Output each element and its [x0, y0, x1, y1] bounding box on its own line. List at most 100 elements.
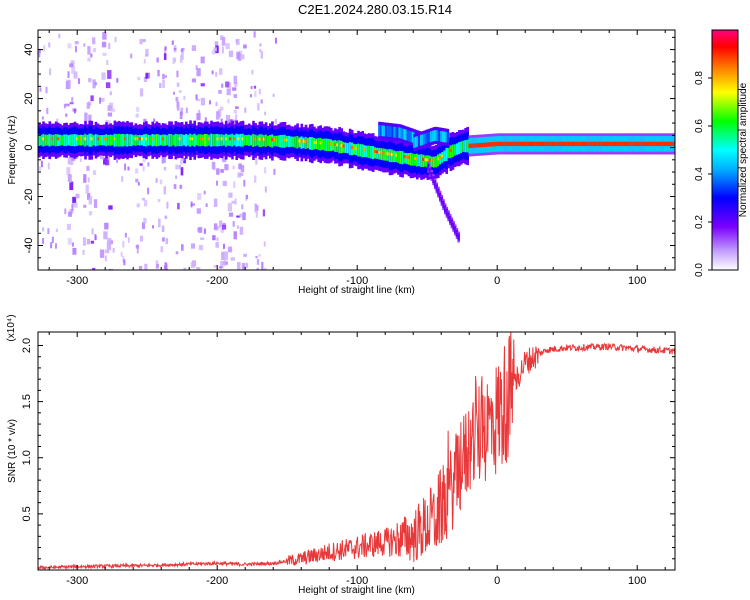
carrier-core: [369, 146, 373, 159]
noise-speckle: [164, 215, 168, 219]
noise-speckle: [249, 94, 252, 98]
noise-speckle: [139, 88, 144, 97]
noise-speckle: [161, 225, 165, 232]
noise-speckle: [157, 69, 160, 77]
carrier-core: [434, 156, 438, 168]
noise-speckle: [245, 262, 248, 268]
carrier-core: [361, 144, 364, 158]
carrier-core: [661, 141, 665, 147]
carrier-band: [38, 120, 675, 243]
branch-cell: [393, 126, 396, 138]
noise-speckle: [246, 194, 249, 199]
carrier-core: [222, 134, 226, 146]
noise-speckle: [71, 154, 76, 161]
noise-speckle: [106, 120, 111, 125]
y-scale-label: (x10⁴): [6, 314, 17, 341]
branch-cell: [383, 125, 386, 137]
noise-speckle: [92, 79, 96, 89]
carrier-core: [489, 142, 493, 147]
noise-speckle: [107, 156, 110, 161]
carrier-core: [451, 144, 455, 158]
noise-speckle: [164, 265, 167, 270]
noise-speckle: [213, 223, 218, 231]
noise-speckle: [88, 211, 93, 216]
noise-speckle: [176, 70, 179, 78]
carrier-core: [344, 142, 348, 153]
carrier-core: [166, 135, 169, 146]
carrier-core: [668, 141, 671, 147]
noise-speckle: [180, 244, 184, 251]
carrier-core: [252, 133, 255, 147]
noise-speckle: [221, 157, 226, 160]
noise-speckle: [164, 75, 167, 78]
carrier-core: [164, 134, 167, 146]
noise-speckle: [135, 113, 139, 118]
carrier-peak: [262, 137, 266, 141]
carrier-core: [609, 141, 612, 147]
branch-cell: [457, 233, 460, 241]
noise-speckle: [233, 94, 238, 99]
page-title: C2E1.2024.280.03.15.R14: [298, 2, 452, 17]
carrier-peak: [422, 157, 426, 161]
carrier-peak: [334, 143, 338, 147]
noise-speckle: [260, 99, 263, 104]
noise-speckle: [144, 263, 148, 270]
noise-speckle: [258, 254, 261, 257]
noise-speckle: [85, 184, 89, 194]
carrier-core: [577, 141, 581, 147]
carrier-core: [397, 151, 400, 163]
noise-speckle: [71, 97, 74, 102]
y-tick-label: 0: [23, 144, 35, 150]
carrier-core: [243, 135, 247, 146]
noise-speckle: [242, 212, 246, 221]
carrier-core: [558, 141, 562, 147]
carrier-core: [453, 144, 457, 156]
noise-speckle: [156, 57, 159, 63]
noise-speckle: [88, 77, 92, 83]
carrier-core: [586, 141, 589, 147]
plot-frame: [37, 29, 676, 271]
noise-speckle: [231, 119, 237, 123]
colorbar-tick-label: 0.4: [694, 167, 705, 181]
noise-speckle: [65, 103, 70, 107]
carrier-core: [464, 140, 467, 153]
noise-speckle: [163, 155, 166, 163]
carrier-peak: [75, 137, 79, 141]
noise-speckle: [274, 118, 277, 124]
x-axis-label: Height of straight line (km): [298, 585, 415, 596]
carrier-core: [596, 141, 600, 147]
carrier-core: [86, 134, 89, 146]
noise-speckle: [224, 164, 229, 171]
carrier-peak: [237, 137, 241, 141]
carrier-peak: [260, 137, 264, 141]
carrier-peak: [386, 152, 390, 156]
noise-speckle: [116, 159, 119, 163]
noise-speckle: [122, 241, 125, 248]
branch-cell: [442, 201, 445, 209]
carrier-core: [443, 150, 446, 162]
x-tick-label: -300: [66, 275, 88, 287]
carrier-peak: [224, 137, 228, 141]
noise-speckle: [73, 71, 78, 79]
noise-speckle: [79, 157, 82, 163]
carrier-peak: [300, 139, 304, 143]
noise-speckle: [215, 72, 218, 77]
noise-speckle: [264, 268, 267, 270]
noise-speckle: [144, 199, 148, 206]
noise-speckle: [180, 107, 184, 116]
carrier-core: [623, 141, 627, 147]
carrier-core: [657, 141, 661, 147]
carrier-core: [231, 133, 234, 147]
noise-speckle: [232, 87, 237, 91]
noise-speckle: [228, 212, 234, 217]
carrier-core: [529, 141, 532, 147]
carrier-peak: [138, 137, 142, 141]
carrier-core: [59, 134, 62, 146]
carrier-peak: [241, 137, 245, 141]
branch-cell: [447, 212, 450, 220]
carrier-core: [611, 141, 614, 147]
noise-speckle: [193, 153, 199, 158]
noise-speckle: [94, 235, 97, 241]
carrier-peak: [355, 146, 359, 150]
noise-speckle: [63, 103, 66, 109]
